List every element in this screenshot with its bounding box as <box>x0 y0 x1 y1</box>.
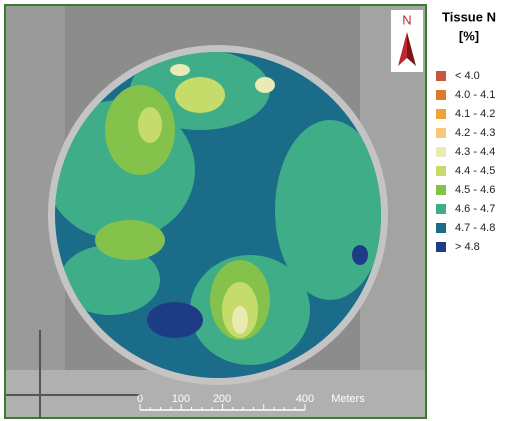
zone <box>95 220 165 260</box>
legend-swatch <box>436 147 446 157</box>
zone <box>138 107 162 143</box>
zone <box>147 302 203 338</box>
zone <box>255 77 275 93</box>
legend-label: 4.4 - 4.5 <box>455 165 495 177</box>
scale-label: 100 <box>172 393 190 405</box>
legend-swatch <box>436 204 446 214</box>
legend-swatch <box>436 223 446 233</box>
scale-label: 0 <box>137 393 143 405</box>
map-figure: N 0 100 200 400 Meters Tissue N [%] < 4.0 4.0 -… <box>0 0 510 421</box>
legend-label: > 4.8 <box>455 241 480 253</box>
legend-label: 4.7 - 4.8 <box>455 222 495 234</box>
scale-label: 200 <box>213 393 231 405</box>
legend-label: 4.5 - 4.6 <box>455 184 495 196</box>
zone <box>232 306 248 334</box>
legend-swatch <box>436 71 446 81</box>
zone <box>170 64 190 76</box>
page: N 0 100 200 400 Meters Tissue N [%] < 4.0 4.0 -… <box>0 0 510 421</box>
legend-label: 4.3 - 4.4 <box>455 146 495 158</box>
legend-title: Tissue N <box>442 9 496 24</box>
zone <box>175 77 225 113</box>
legend-label: 4.2 - 4.3 <box>455 127 495 139</box>
legend-label: 4.6 - 4.7 <box>455 203 495 215</box>
legend-swatch <box>436 242 446 252</box>
legend-swatch <box>436 185 446 195</box>
legend-label: 4.1 - 4.2 <box>455 108 495 120</box>
scale-unit: Meters <box>331 393 365 405</box>
legend-swatch <box>436 128 446 138</box>
legend-swatch <box>436 109 446 119</box>
scale-label: 400 <box>296 393 314 405</box>
legend-swatch <box>436 90 446 100</box>
legend-label: < 4.0 <box>455 70 480 82</box>
legend-swatch <box>436 166 446 176</box>
north-label: N <box>402 12 411 27</box>
zone <box>352 245 368 265</box>
legend-label: 4.0 - 4.1 <box>455 89 495 101</box>
legend-title: [%] <box>459 28 479 43</box>
